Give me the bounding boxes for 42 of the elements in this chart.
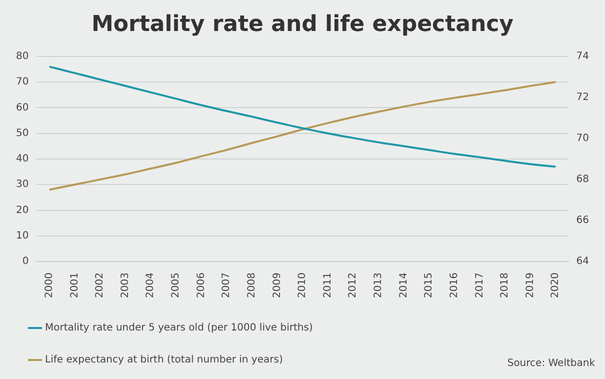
x-tick-label: 2016 [448, 272, 460, 298]
y2-tick-label: 72 [576, 92, 590, 104]
y-tick-label: 20 [16, 204, 29, 216]
y-tick-label: 40 [16, 154, 29, 165]
line-series [48, 81, 557, 191]
y2-tick-label: 74 [576, 50, 590, 62]
x-tick-label: 2017 [474, 272, 486, 298]
y-tick-label: 10 [16, 230, 29, 242]
line-series [48, 66, 557, 168]
x-tick-label: 2014 [398, 272, 410, 298]
source-note: Source: Weltbank [507, 358, 595, 369]
x-tick-label: 2018 [500, 272, 511, 298]
x-tick-label: 2012 [348, 272, 359, 298]
legend-label: Mortality rate under 5 years old (per 1000 live births) [45, 322, 313, 334]
y2-tick-label: 64 [576, 256, 590, 268]
y-tick-label: 0 [22, 256, 29, 268]
y-tick-label: 50 [16, 128, 29, 139]
y2-tick-label: 68 [576, 174, 590, 186]
x-tick-label: 2020 [550, 272, 562, 298]
x-tick-label: 2013 [373, 272, 384, 298]
legend-label: Life expectancy at birth (total number in years) [45, 354, 283, 366]
x-tick-label: 2005 [170, 272, 182, 298]
x-tick-label: 2000 [44, 272, 55, 298]
y-tick-label: 30 [16, 179, 29, 190]
x-tick-label: 2003 [120, 272, 131, 298]
x-tick-label: 2002 [94, 272, 106, 298]
y2-tick-label: 70 [576, 133, 590, 144]
x-tick-label: 2004 [145, 272, 156, 298]
x-tick-label: 2015 [424, 272, 435, 298]
x-tick-label: 2010 [297, 272, 308, 298]
y2-tick-label: 66 [576, 215, 590, 226]
x-tick-label: 2009 [272, 272, 283, 298]
y-tick-label: 70 [16, 76, 29, 88]
y-tick-label: 60 [16, 102, 29, 114]
x-tick-label: 2008 [246, 272, 258, 298]
y-tick-label: 80 [16, 50, 29, 62]
x-tick-label: 2019 [524, 272, 536, 298]
x-tick-label: 2006 [196, 272, 207, 298]
x-tick-label: 2007 [221, 272, 232, 298]
chart-title: Mortality rate and life expectancy [92, 12, 514, 37]
x-tick-label: 2001 [69, 272, 80, 298]
x-tick-label: 2011 [322, 272, 334, 298]
